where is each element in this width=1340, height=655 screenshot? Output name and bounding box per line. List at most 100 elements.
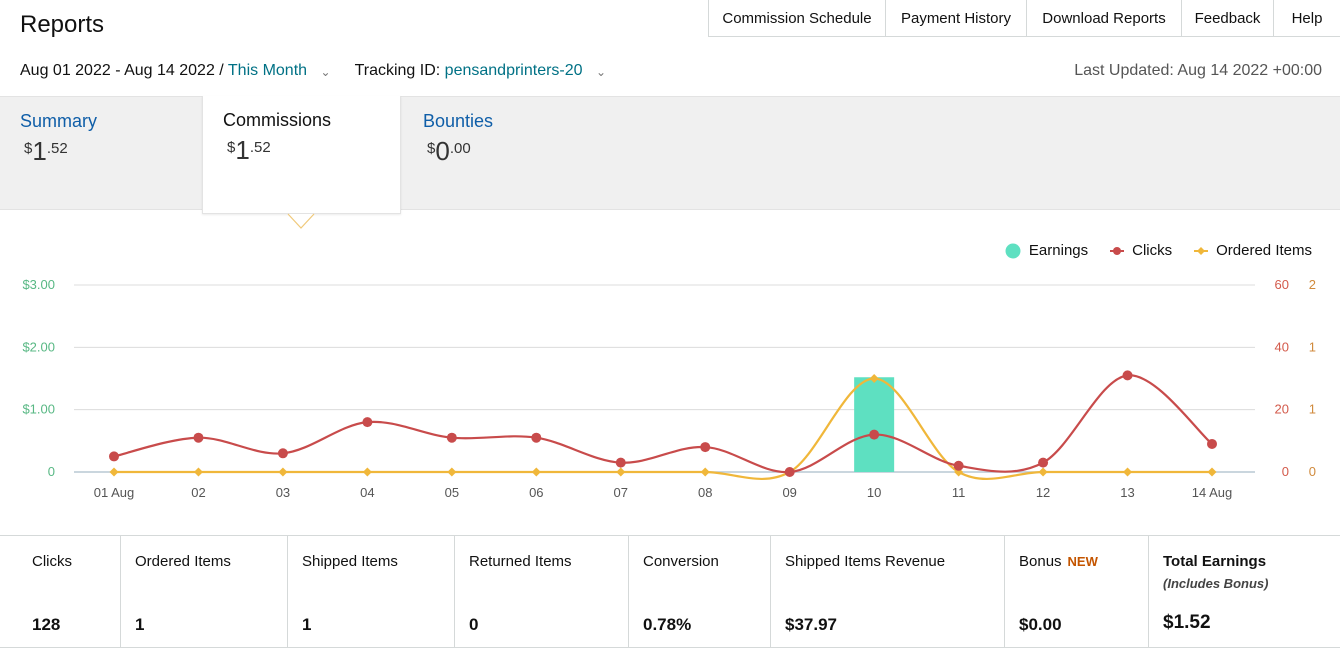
stat-label: Shipped Items xyxy=(302,553,398,570)
tab-label: Summary xyxy=(20,111,98,131)
clicks-axis-tick: 40 xyxy=(1275,339,1289,354)
tab-bounties[interactable]: Bounties $0.00 xyxy=(403,97,603,211)
ordered-items-point xyxy=(1038,467,1048,477)
x-axis-tick: 05 xyxy=(445,485,459,500)
page-title: Reports xyxy=(20,11,105,38)
clicks-point xyxy=(531,432,542,443)
active-tab-caret-icon xyxy=(287,213,315,229)
earnings-axis-tick: $3.00 xyxy=(22,277,55,292)
items-axis-tick: 2 xyxy=(1309,277,1316,292)
stat-value: 128 xyxy=(32,615,61,634)
items-axis-tick: 1 xyxy=(1309,402,1316,417)
currency-symbol: $ xyxy=(227,139,236,156)
chevron-down-icon: ⌄ xyxy=(596,65,607,79)
earnings-axis-tick: 0 xyxy=(48,464,55,479)
x-axis-tick: 08 xyxy=(698,485,712,500)
amount-whole: 0 xyxy=(435,136,450,166)
stat-shipped-items-revenue: Shipped Items Revenue $37.97 xyxy=(771,536,1005,647)
items-axis-tick: 1 xyxy=(1309,339,1316,354)
tab-label: Bounties xyxy=(423,111,494,131)
x-axis-tick: 03 xyxy=(276,485,290,500)
clicks-swatch-icon xyxy=(1110,246,1125,255)
tab-amount: $0.00 xyxy=(427,136,603,167)
stat-conversion: Conversion 0.78% xyxy=(629,536,771,647)
tracking-id-picker[interactable]: Tracking ID: pensandprinters-20 ⌄ xyxy=(355,62,631,80)
ordered-items-swatch-icon xyxy=(1194,246,1209,255)
stat-label: Conversion xyxy=(643,553,719,570)
stat-sublabel: (Includes Bonus) xyxy=(1163,576,1269,591)
legend-label: Clicks xyxy=(1132,242,1173,259)
ordered-items-point xyxy=(1123,467,1133,477)
ordered-items-point xyxy=(616,467,626,477)
ordered-items-point xyxy=(362,467,372,477)
stat-value: 1 xyxy=(135,615,145,634)
tracking-id-value: pensandprinters-20 xyxy=(444,62,583,79)
legend-label: Earnings xyxy=(1028,242,1089,259)
stat-value: 0 xyxy=(469,615,479,634)
amount-whole: 1 xyxy=(235,135,250,165)
amount-cents: .52 xyxy=(46,140,68,157)
tab-commissions[interactable]: Commissions $1.52 xyxy=(202,96,401,214)
tab-amount: $1.52 xyxy=(227,135,400,166)
clicks-point xyxy=(446,432,457,443)
clicks-line xyxy=(113,374,1213,474)
tab-amount: $1.52 xyxy=(24,136,202,167)
period-label: This Month xyxy=(227,62,308,79)
stat-returned-items: Returned Items 0 xyxy=(455,536,629,647)
stat-total-earnings: Total Earnings (Includes Bonus) $1.52 xyxy=(1149,536,1340,647)
ordered-items-point xyxy=(193,467,203,477)
tracking-id-label: Tracking ID: xyxy=(354,62,441,79)
filter-bar: Aug 01 2022 - Aug 14 2022 / This Month ⌄… xyxy=(20,62,630,80)
earnings-bar xyxy=(854,377,895,472)
clicks-point xyxy=(193,432,204,443)
chart-legend: Earnings Clicks Ordered Items xyxy=(983,242,1312,259)
tab-label: Commissions xyxy=(223,110,332,130)
amount-whole: 1 xyxy=(32,136,47,166)
date-range: Aug 01 2022 - Aug 14 2022 xyxy=(20,62,215,79)
nav-commission-schedule[interactable]: Commission Schedule xyxy=(709,0,886,36)
earnings-axis-tick: $2.00 xyxy=(22,339,55,354)
clicks-axis-tick: 0 xyxy=(1282,464,1289,479)
ordered-items-point xyxy=(278,467,288,477)
stat-bonus: Bonus NEW $0.00 xyxy=(1005,536,1149,647)
bonus-label: Bonus xyxy=(1019,553,1062,570)
tabs-band: Summary $1.52 Commissions $1.52 Bounties… xyxy=(0,96,1340,214)
ordered-items-point xyxy=(447,467,457,477)
currency-symbol: $ xyxy=(24,140,33,157)
nav-payment-history[interactable]: Payment History xyxy=(886,0,1027,36)
items-axis-tick: 0 xyxy=(1309,464,1316,479)
ordered-items-point xyxy=(700,467,710,477)
stat-label: Total Earnings xyxy=(1163,553,1267,570)
top-nav: Commission Schedule Payment History Down… xyxy=(708,0,1340,37)
stat-value: $37.97 xyxy=(785,615,837,634)
date-range-picker[interactable]: Aug 01 2022 - Aug 14 2022 / This Month ⌄ xyxy=(20,62,355,80)
stat-ordered-items: Ordered Items 1 xyxy=(121,536,288,647)
x-axis-tick: 10 xyxy=(867,485,881,500)
legend-ordered-items[interactable]: Ordered Items xyxy=(1194,242,1312,259)
clicks-point xyxy=(1038,457,1049,468)
nav-help[interactable]: Help xyxy=(1291,9,1323,27)
earnings-swatch-icon xyxy=(1005,243,1021,258)
x-axis-tick: 01 Aug xyxy=(94,485,135,500)
amount-cents: .52 xyxy=(249,139,271,156)
stat-clicks: Clicks 128 xyxy=(0,536,121,647)
new-badge: NEW xyxy=(1067,554,1098,569)
stat-value: 1 xyxy=(302,615,312,634)
legend-clicks[interactable]: Clicks xyxy=(1110,242,1172,259)
x-axis-tick: 07 xyxy=(614,485,628,500)
clicks-axis-tick: 20 xyxy=(1275,402,1289,417)
clicks-point xyxy=(953,460,964,471)
clicks-point xyxy=(1122,370,1133,381)
clicks-point xyxy=(362,417,373,428)
clicks-point xyxy=(277,448,288,459)
ordered-items-point xyxy=(1207,467,1217,477)
stat-label: Shipped Items Revenue xyxy=(785,553,946,570)
ordered-items-point xyxy=(109,467,119,477)
clicks-axis-tick: 60 xyxy=(1275,277,1289,292)
nav-download-reports[interactable]: Download Reports xyxy=(1027,0,1182,36)
tab-summary[interactable]: Summary $1.52 xyxy=(0,97,202,211)
legend-earnings[interactable]: Earnings xyxy=(1005,242,1088,259)
ordered-items-point xyxy=(869,374,879,383)
nav-feedback[interactable]: Feedback xyxy=(1182,0,1274,36)
x-axis-tick: 14 Aug xyxy=(1192,485,1233,500)
